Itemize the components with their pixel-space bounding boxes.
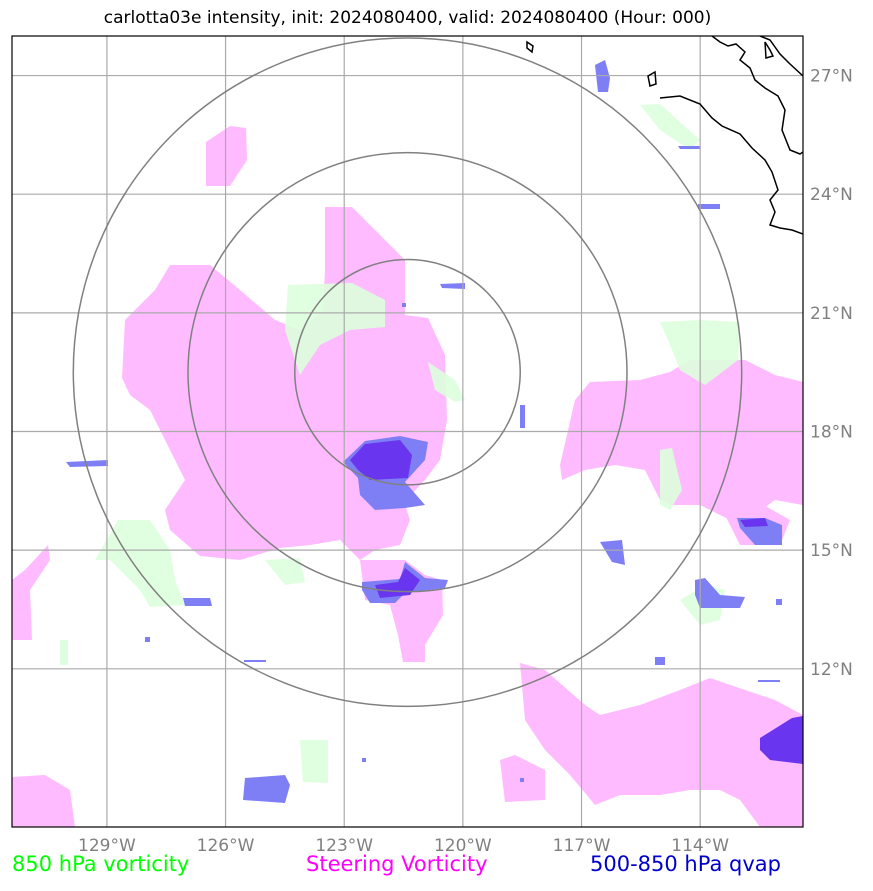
longitude-labels: 129°W 126°W 123°W 120°W 117°W 114°W — [78, 836, 729, 856]
latitude-labels: 27°N 24°N 21°N 18°N 15°N 12°N — [810, 67, 853, 680]
graticule — [12, 36, 803, 827]
longitude-tick-label: 129°W — [78, 836, 136, 856]
plot-title: carlotta03e intensity, init: 2024080400,… — [103, 8, 712, 28]
legend-qvap: 500-850 hPa qvap — [590, 852, 781, 876]
longitude-tick-label: 126°W — [197, 836, 255, 856]
range-ring — [187, 151, 628, 593]
longitude-tick-label: 114°W — [671, 836, 729, 856]
legend-steering-vorticity: Steering Vorticity — [306, 852, 488, 876]
latitude-tick-label: 21°N — [810, 304, 853, 324]
longitude-tick-label: 120°W — [434, 836, 492, 856]
range-ring — [72, 37, 743, 708]
map-frame — [11, 35, 804, 828]
range-ring — [294, 258, 521, 486]
latitude-tick-label: 12°N — [810, 660, 853, 680]
coastline — [526, 36, 803, 235]
longitude-tick-label: 123°W — [315, 836, 373, 856]
range-rings — [72, 37, 743, 708]
longitude-tick-label: 117°W — [553, 836, 611, 856]
latitude-tick-label: 15°N — [810, 541, 853, 561]
latitude-tick-label: 18°N — [810, 423, 853, 443]
latitude-tick-label: 24°N — [810, 185, 853, 205]
latitude-tick-label: 27°N — [810, 67, 853, 87]
legend-850hpa-vorticity: 850 hPa vorticity — [12, 852, 190, 876]
